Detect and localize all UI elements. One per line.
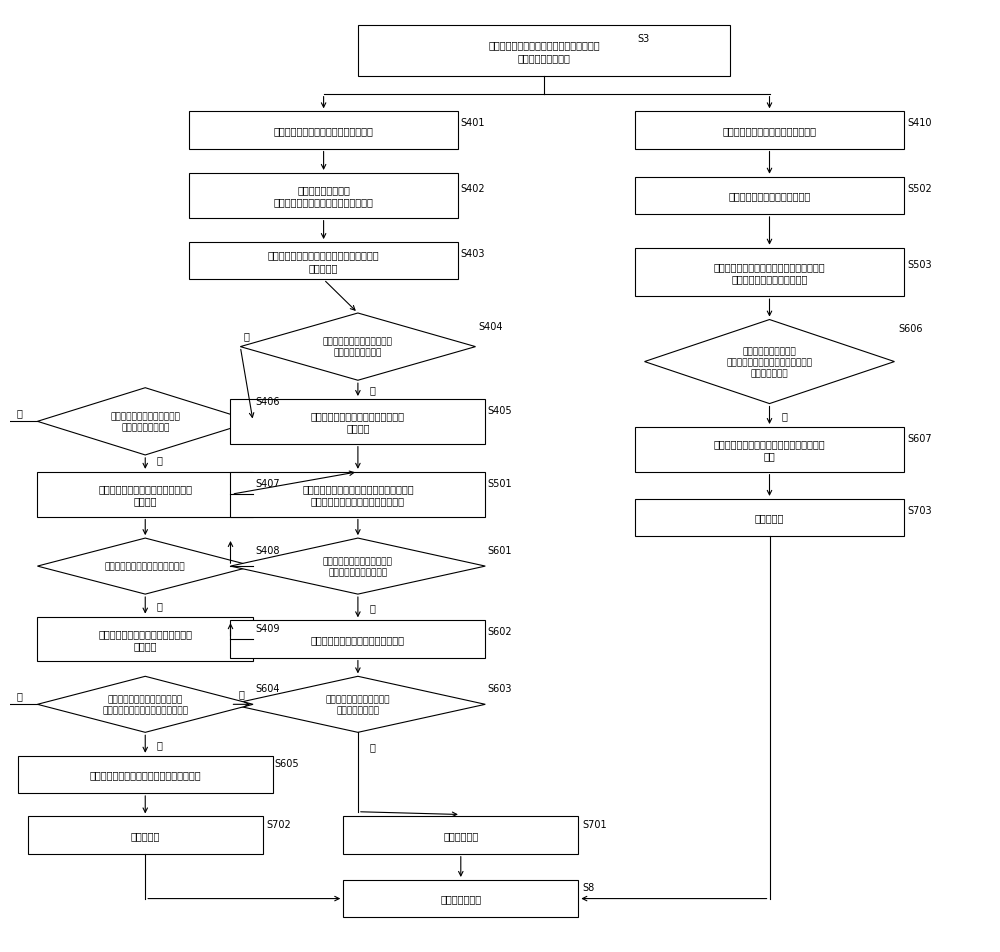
Text: 两条等长平行线段之间的距离
与预设的墙厚度是否一致: 两条等长平行线段之间的距离 与预设的墙厚度是否一致 [323,557,393,577]
Text: 是: 是 [157,454,163,465]
Text: 否: 否 [17,690,23,701]
Text: S502: S502 [908,184,932,193]
Text: S602: S602 [487,626,512,637]
Text: 对相应的线段组合增加墙的类别标签: 对相应的线段组合增加墙的类别标签 [311,634,405,645]
Text: S603: S603 [487,684,512,694]
Text: 得到两条等长平行线段所构成的第二
线段组合: 得到两条等长平行线段所构成的第二 线段组合 [98,484,192,506]
Text: 是: 是 [370,386,376,395]
Text: 根据斜率，对一图层中的线段进行分组: 根据斜率，对一图层中的线段进行分组 [274,126,374,136]
Text: S606: S606 [898,324,922,333]
Text: S601: S601 [487,545,512,556]
Text: S8: S8 [582,883,595,892]
Bar [18,756,273,793]
Text: 对多段线和圆弧所构成的组合增加门的类别
标签: 对多段线和圆弧所构成的组合增加门的类别 标签 [714,439,825,461]
Polygon shape [37,388,253,455]
Polygon shape [645,320,894,405]
Text: 否: 否 [17,407,23,418]
Text: S605: S605 [275,759,299,768]
Text: S410: S410 [908,118,932,129]
Text: S409: S409 [255,623,280,633]
Text: S701: S701 [582,819,607,829]
Text: S702: S702 [267,819,292,829]
Text: 否: 否 [244,331,250,341]
Text: 是: 是 [157,601,163,610]
Text: 第一线段的两个端点的投影点
是否都在第二线段内: 第一线段的两个端点的投影点 是否都在第二线段内 [323,337,393,357]
Text: 生成三维墙体: 生成三维墙体 [443,830,478,841]
Bar [230,400,485,445]
Text: S403: S403 [461,249,485,259]
Text: 第一线段和第二线段是否部分相对: 第一线段和第二线段是否部分相对 [105,562,186,571]
Text: 多段线和圆弧所构成的
组合的数据格式是否能够与预设的门
的数据格式匹配: 多段线和圆弧所构成的 组合的数据格式是否能够与预设的门 的数据格式匹配 [726,347,812,378]
Bar [189,243,458,280]
Bar [343,817,578,854]
Polygon shape [230,539,485,594]
Text: 增加窗的类别标签，同时删除墙的类别标签: 增加窗的类别标签，同时删除墙的类别标签 [89,769,201,780]
Bar [635,112,904,149]
Bar [635,427,904,472]
Text: 获取多个线段组合，
所述线段组合包括第一线段和第二线段: 获取多个线段组合， 所述线段组合包括第一线段和第二线段 [274,185,374,208]
Text: 根据图元所在的图层，对图元进行分组，获
取对应各图层的图元: 根据图元所在的图层，对图元进行分组，获 取对应各图层的图元 [488,40,600,63]
Text: S406: S406 [255,396,280,407]
Bar [230,472,485,517]
Text: S604: S604 [255,684,280,694]
Bar [635,248,904,297]
Text: S3: S3 [637,34,649,45]
Text: 否: 否 [370,742,376,751]
Text: 类别标签为墙的线段组合内
是否存在其他线段: 类别标签为墙的线段组合内 是否存在其他线段 [326,695,390,715]
Text: 线段组合与其他线段的组合方式
是否能够与预设的窗的数据格式匹配: 线段组合与其他线段的组合方式 是否能够与预设的窗的数据格式匹配 [102,695,188,715]
Bar [635,177,904,215]
Bar [189,173,458,219]
Text: S405: S405 [487,406,512,416]
Polygon shape [230,677,485,733]
Bar [37,472,253,517]
Bar [28,817,263,854]
Text: 生成三维门: 生成三维门 [755,513,784,523]
Text: S501: S501 [487,479,512,488]
Text: S503: S503 [908,260,932,270]
Text: 将一图层中的多段线和圆弧进行组合: 将一图层中的多段线和圆弧进行组合 [722,126,816,136]
Text: 得到两条等长平行线段所构成的第一
线段组合: 得到两条等长平行线段所构成的第一 线段组合 [311,410,405,433]
Text: 将所述两条等长平行线段与预设的墙的数据
格式和预设的窗的数据格式进行匹配: 将所述两条等长平行线段与预设的墙的数据 格式和预设的窗的数据格式进行匹配 [302,484,414,506]
Text: 得到三维空间图: 得到三维空间图 [440,894,481,903]
Polygon shape [37,539,253,594]
Text: 将多段线和圆弧所构成的组合的数据格式与
预设的门的数据格式进行匹配: 将多段线和圆弧所构成的组合的数据格式与 预设的门的数据格式进行匹配 [714,262,825,284]
Text: 第二线段的两个端点的投影点
是否都在第一线段内: 第二线段的两个端点的投影点 是否都在第一线段内 [110,412,180,432]
Bar [189,112,458,149]
Text: 是: 是 [370,603,376,612]
Text: S407: S407 [255,479,280,488]
Bar [37,617,253,662]
Text: 得到两条等长平行线段所构成的第三
线段组合: 得到两条等长平行线段所构成的第三 线段组合 [98,628,192,650]
Text: 生成三维窗: 生成三维窗 [131,830,160,841]
Text: S408: S408 [255,545,280,556]
Bar [358,26,730,77]
Bar [343,880,578,918]
Bar [230,621,485,658]
Text: S402: S402 [461,184,485,193]
Text: 将两条线段的两个端点都投影到另一条线段
所在的直线: 将两条线段的两个端点都投影到另一条线段 所在的直线 [268,250,379,272]
Text: S401: S401 [461,118,485,129]
Text: S607: S607 [908,434,932,444]
Bar [635,499,904,537]
Text: 是: 是 [239,688,245,699]
Text: S703: S703 [908,506,932,516]
Polygon shape [37,677,253,733]
Text: S404: S404 [478,322,503,331]
Text: 遍历多段线和圆弧所构成的组合: 遍历多段线和圆弧所构成的组合 [728,191,811,201]
Text: 是: 是 [157,740,163,749]
Text: 是: 是 [781,411,787,421]
Polygon shape [240,313,476,381]
